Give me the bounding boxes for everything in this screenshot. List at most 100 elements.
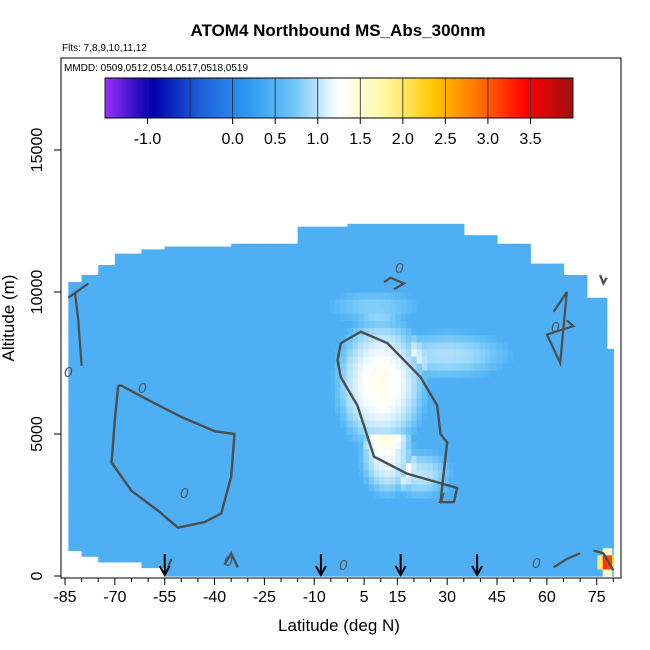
heatmap-cell — [98, 547, 105, 556]
heatmap-cell — [579, 274, 586, 279]
heatmap-cell — [289, 370, 296, 378]
heatmap-cell — [201, 270, 208, 279]
heatmap-cell — [411, 512, 418, 520]
heatmap-cell — [284, 455, 291, 463]
heatmap-cell — [463, 334, 470, 343]
heatmap-cell — [318, 226, 325, 229]
heatmap-cell — [120, 256, 127, 265]
heatmap-cell — [146, 382, 153, 391]
heatmap-cell — [459, 554, 465, 563]
heatmap-cell — [257, 448, 264, 456]
heatmap-cell — [374, 249, 380, 258]
heatmap-cell — [98, 505, 105, 513]
heatmap-cell — [469, 434, 476, 442]
heatmap-cell — [108, 306, 115, 314]
heatmap-cell — [485, 419, 491, 428]
heatmap-cell — [507, 561, 514, 570]
heatmap-cell — [302, 313, 309, 321]
heatmap-cell — [443, 505, 450, 513]
heatmap-cell — [263, 270, 269, 279]
heatmap-cell — [302, 228, 309, 236]
heatmap-cell — [196, 533, 203, 542]
heatmap-cell — [86, 307, 93, 316]
heatmap-cell — [390, 561, 396, 570]
heatmap-cell — [540, 533, 547, 542]
heatmap-cell — [207, 434, 214, 442]
heatmap-cell — [175, 419, 182, 428]
heatmap-cell — [358, 377, 365, 385]
heatmap-cell — [427, 334, 434, 343]
heatmap-cell — [523, 490, 530, 499]
heatmap-cell — [352, 568, 359, 577]
heatmap-cell — [228, 419, 232, 428]
heatmap-cell — [518, 469, 525, 478]
heatmap-cell — [374, 313, 380, 321]
heatmap-cell — [86, 385, 93, 394]
heatmap-cell — [228, 426, 232, 435]
heatmap-cell — [302, 235, 309, 243]
heatmap-cell — [416, 363, 423, 371]
heatmap-cell — [81, 435, 88, 444]
heatmap-cell — [512, 419, 519, 428]
heatmap-cell — [485, 348, 491, 357]
heatmap-cell — [146, 460, 153, 469]
heatmap-cell — [579, 334, 586, 343]
heatmap-cell — [592, 568, 599, 577]
heatmap-cell — [284, 434, 291, 442]
heatmap-cell — [390, 512, 396, 520]
heatmap-cell — [518, 243, 525, 250]
heatmap-cell — [289, 469, 296, 478]
heatmap-cell — [479, 462, 486, 471]
heatmap-cell — [201, 426, 208, 435]
heatmap-cell — [459, 327, 465, 336]
heatmap-cell — [490, 320, 497, 329]
heatmap-cell — [136, 419, 143, 428]
heatmap-cell — [157, 517, 164, 526]
heatmap-cell — [92, 534, 99, 543]
heatmap-cell — [212, 497, 219, 506]
heatmap-cell — [175, 497, 182, 506]
heatmap-cell — [81, 399, 88, 408]
heatmap-cell — [540, 299, 547, 307]
heatmap-cell — [164, 384, 171, 392]
heatmap-cell — [228, 277, 232, 286]
heatmap-cell — [459, 228, 465, 236]
heatmap-cell — [411, 405, 418, 414]
heatmap-cell — [579, 426, 586, 435]
heatmap-cell — [141, 489, 148, 498]
heatmap-cell — [68, 458, 75, 466]
heatmap-cell — [294, 419, 299, 428]
heatmap-cell — [263, 341, 269, 350]
heatmap-cell — [443, 284, 450, 293]
heatmap-cell — [345, 292, 349, 300]
heatmap-cell — [73, 401, 80, 410]
heatmap-cell — [157, 382, 164, 391]
heatmap-cell — [340, 327, 347, 336]
heatmap-cell — [170, 568, 176, 577]
heatmap-cell — [294, 462, 299, 471]
heatmap-cell — [212, 256, 219, 265]
heatmap-cell — [416, 384, 423, 392]
heatmap-cell — [432, 249, 439, 258]
heatmap-cell — [324, 568, 331, 577]
heatmap-cell — [568, 313, 575, 321]
heatmap-cell — [207, 526, 214, 534]
heatmap-cell — [273, 284, 280, 293]
heatmap-cell — [374, 284, 380, 293]
heatmap-cell — [459, 497, 465, 506]
heatmap-cell — [340, 547, 347, 556]
heatmap-cell — [114, 284, 116, 293]
heatmap-cell — [318, 526, 325, 534]
heatmap-cell — [97, 428, 99, 437]
heatmap-cell — [329, 434, 336, 442]
heatmap-cell — [157, 425, 164, 434]
heatmap-cell — [146, 531, 153, 540]
heatmap-cell — [546, 270, 553, 279]
heatmap-cell — [497, 284, 503, 293]
heatmap-cell — [551, 533, 558, 542]
heatmap-cell — [241, 263, 248, 272]
heatmap-cell — [92, 350, 99, 358]
heatmap-cell — [152, 404, 158, 412]
heatmap-cell — [217, 334, 224, 343]
heatmap-cell — [196, 327, 203, 336]
